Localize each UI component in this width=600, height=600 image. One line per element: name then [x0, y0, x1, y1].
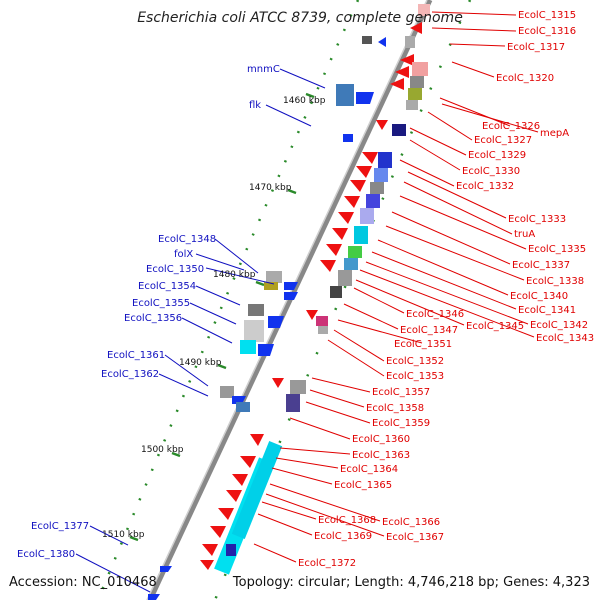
genome-backbone [147, 0, 433, 600]
left-connector-lines [75, 68, 326, 593]
gene-label: EcolC_1340 [510, 291, 568, 302]
gene-label: EcolC_1330 [462, 166, 520, 177]
scale-label-1490: 1490 kbp [179, 358, 222, 368]
gene-label: EcolC_1364 [340, 464, 398, 475]
gene-label: EcolC_1332 [456, 181, 514, 192]
gene-label: EcolC_1365 [334, 480, 392, 491]
genome-title: Escherichia coli ATCC 8739, complete gen… [137, 10, 463, 26]
gene-label: EcolC_1359 [372, 418, 430, 429]
gene-label: EcolC_1346 [406, 309, 464, 320]
gene-label: EcolC_1335 [528, 244, 586, 255]
gene-label: EcolC_1348 [158, 234, 216, 245]
gene-label: EcolC_1380 [17, 549, 75, 560]
gene-label: EcolC_1363 [352, 450, 410, 461]
gene-label: EcolC_1354 [138, 281, 196, 292]
gene-label: EcolC_1351 [394, 339, 452, 350]
gene-label: EcolC_1338 [526, 276, 584, 287]
gene-label: EcolC_1368 [318, 515, 376, 526]
scale-label-1510: 1510 kbp [102, 530, 145, 540]
gene-label: EcolC_1358 [366, 403, 424, 414]
gene-label: EcolC_1352 [386, 356, 444, 367]
gene-label: EcolC_1341 [518, 305, 576, 316]
gene-label: EcolC_1316 [518, 26, 576, 37]
gene-label: EcolC_1342 [530, 320, 588, 331]
topology-text: Topology: circular; Length: 4,746,218 bp… [232, 575, 590, 590]
gene-label: EcolC_1329 [468, 150, 526, 161]
scale-label-1470: 1470 kbp [249, 183, 292, 193]
right-connector-lines [253, 11, 539, 563]
gene-label: EcolC_1333 [508, 214, 566, 225]
gene-label: EcolC_1360 [352, 434, 410, 445]
gene-label: EcolC_1337 [512, 260, 570, 271]
gene-label: EcolC_1350 [146, 264, 204, 275]
gene-label: EcolC_1372 [298, 558, 356, 569]
gene-label: mepA [540, 128, 569, 139]
gene-label: folX [174, 249, 193, 260]
gene-label: EcolC_1377 [31, 521, 89, 532]
left-gene-labels: mnmC flk EcolC_1348 folX EcolC_1350 Ecol… [17, 64, 280, 560]
gene-label: EcolC_1347 [400, 325, 458, 336]
scale-ticks [129, 92, 315, 542]
gene-label: EcolC_1327 [474, 135, 532, 146]
gene-label: EcolC_1366 [382, 517, 440, 528]
right-gene-labels: EcolC_1315 EcolC_1316 EcolC_1317 EcolC_1… [298, 10, 594, 569]
gene-label: EcolC_1367 [386, 532, 444, 543]
gene-blocks [148, 4, 430, 600]
gene-label: EcolC_1355 [132, 298, 190, 309]
gene-label: EcolC_1369 [314, 531, 372, 542]
gene-label: flk [249, 100, 261, 111]
gene-label: mnmC [247, 64, 280, 75]
scale-label-1480: 1480 kbp [213, 270, 256, 280]
gene-label: EcolC_1345 [466, 321, 524, 332]
gene-label: EcolC_1361 [107, 350, 165, 361]
scale-label-1500: 1500 kbp [141, 445, 184, 455]
gene-label: EcolC_1357 [372, 387, 430, 398]
gene-label: EcolC_1343 [536, 333, 594, 344]
accession-text: Accession: NC_010468 [9, 575, 157, 590]
gene-label: EcolC_1362 [101, 369, 159, 380]
gene-label: EcolC_1353 [386, 371, 444, 382]
gene-label: EcolC_1326 [482, 121, 540, 132]
gene-label: EcolC_1320 [496, 73, 554, 84]
gene-label: truA [514, 229, 535, 240]
gene-label: EcolC_1315 [518, 10, 576, 21]
scale-label-1460: 1460 kbp [283, 96, 326, 106]
gene-label: EcolC_1356 [124, 313, 182, 324]
gene-label: EcolC_1317 [507, 42, 565, 53]
